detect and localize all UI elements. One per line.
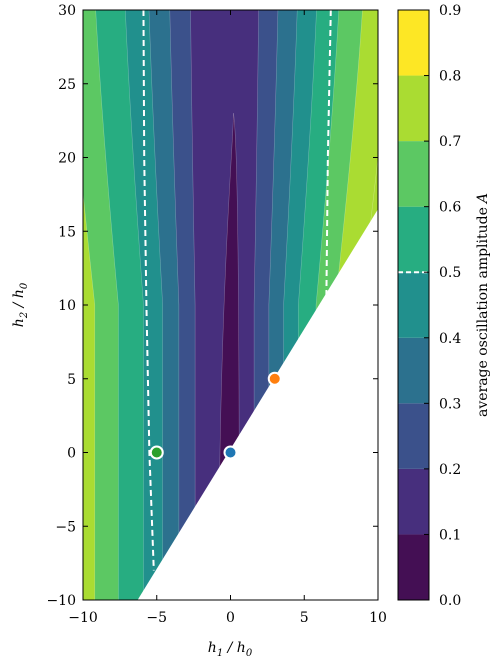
colorbar-tick-label: 0.4 (439, 331, 461, 347)
colorbar-frame (397, 9, 430, 601)
colorbar-ticks: 0.0 0.1 0.2 0.3 0.4 0.5 0.6 0.7 0.8 0.9 (424, 3, 461, 609)
y-axis: −10 −5 0 5 10 15 20 25 30 (46, 3, 378, 609)
x-axis-label: h1 / h0 (208, 640, 253, 659)
colorbar-segment (398, 141, 429, 207)
dashed-contour-left (142, 10, 155, 571)
x-tick-label: 10 (369, 610, 387, 626)
colorbar-tick-label: 0.5 (439, 265, 461, 281)
marker-point-1 (149, 445, 164, 460)
colorbar-segment (398, 468, 429, 535)
colorbar-segment (398, 10, 429, 76)
x-axis: −10 −5 0 5 10 (68, 10, 387, 626)
colorbar-tick-label: 0.7 (439, 134, 461, 150)
x-tick-label: −5 (146, 610, 167, 626)
y-tick-label: 30 (58, 3, 76, 19)
y-tick-label: −10 (46, 593, 76, 609)
colorbar (398, 10, 429, 600)
dashed-contour-lines (142, 10, 332, 571)
y-tick-label: 10 (58, 298, 76, 314)
colorbar-tick-label: 0.8 (439, 69, 461, 85)
undefined-region (137, 209, 378, 600)
colorbar-tick-label: 0.2 (439, 462, 461, 478)
x-tick-label: 5 (300, 610, 309, 626)
undefined-region-fill (137, 209, 378, 600)
y-axis-label: h2 / h0 (11, 282, 30, 327)
y-tick-label: 25 (58, 77, 76, 93)
colorbar-segment (398, 534, 429, 600)
colorbar-tick-label: 0.6 (439, 200, 461, 216)
x-tick-label: 0 (226, 610, 235, 626)
colorbar-tick-label: 0.0 (439, 593, 461, 609)
colorbar-label: average oscillation amplitudeA (475, 193, 491, 417)
colorbar-tick-label: 0.1 (439, 527, 461, 543)
dashed-contour-right (325, 10, 332, 298)
colorbar-segment (398, 75, 429, 142)
marker-point-2 (223, 445, 238, 460)
colorbar-tick-label: 0.9 (439, 3, 461, 19)
colorbar-segment (398, 403, 429, 469)
colorbar-segment (398, 337, 429, 404)
x-tick-label: −10 (68, 610, 98, 626)
y-tick-label: 15 (58, 224, 76, 240)
y-tick-label: −5 (55, 519, 76, 535)
colorbar-segment (398, 206, 429, 273)
y-tick-label: 5 (67, 372, 76, 388)
y-tick-label: 0 (67, 446, 76, 462)
colorbar-tick-label: 0.3 (439, 396, 461, 412)
marker-point-3 (267, 371, 282, 386)
marker-points (149, 371, 282, 460)
colorbar-segment (398, 272, 429, 338)
y-tick-label: 20 (58, 151, 76, 167)
